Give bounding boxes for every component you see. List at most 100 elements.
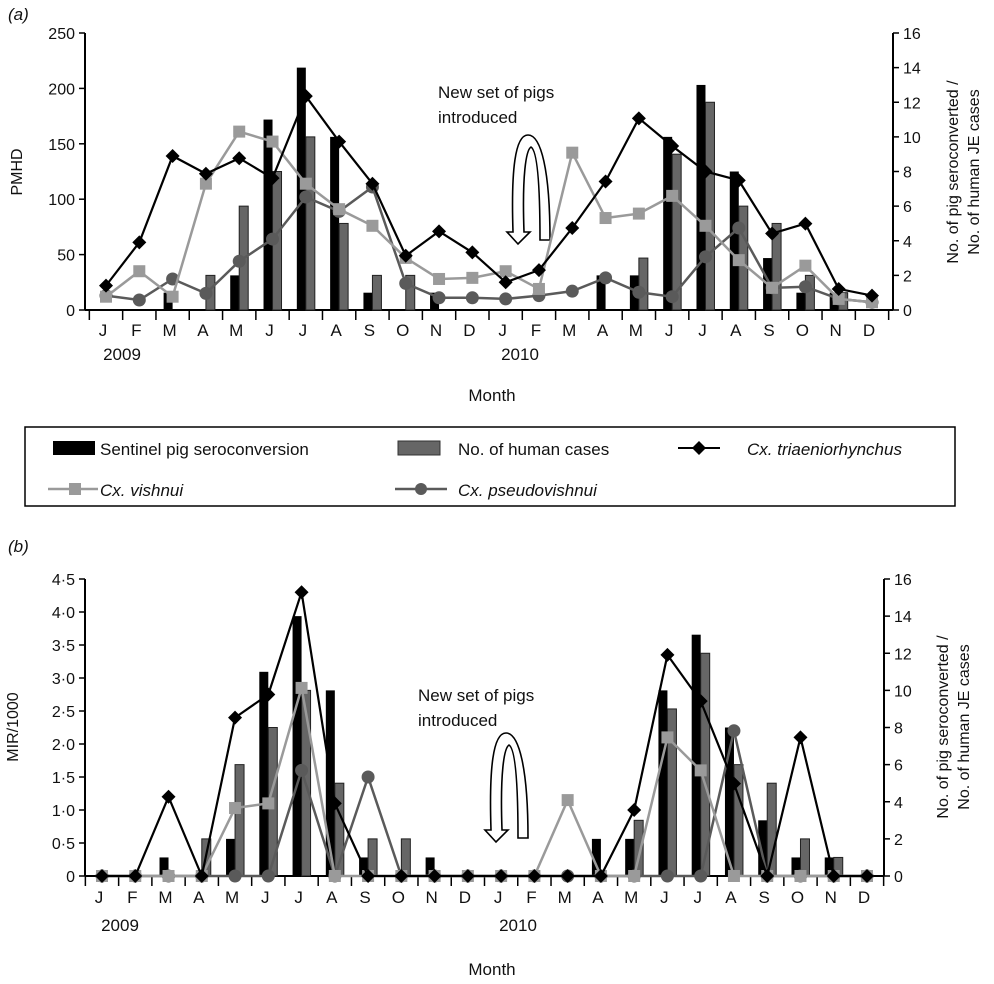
x-tick-label: F xyxy=(526,888,536,907)
x-tick-label: M xyxy=(562,321,576,340)
x-tick-label: J xyxy=(498,321,507,340)
point-diamond xyxy=(460,869,475,883)
point-diamond xyxy=(865,288,879,303)
legend: Sentinel pig seroconversion No. of human… xyxy=(24,426,956,507)
curved-arrow-icon xyxy=(483,732,529,844)
bar-pig-seroconversion xyxy=(425,857,435,876)
x-tick-label: A xyxy=(330,321,342,340)
point-circle xyxy=(727,724,741,738)
x-tick-label: S xyxy=(359,888,370,907)
point-square xyxy=(233,125,246,138)
point-diamond xyxy=(99,278,113,293)
x-tick-label: A xyxy=(592,888,604,907)
point-square xyxy=(229,802,242,815)
legend-label-human: No. of human cases xyxy=(458,440,609,459)
y-tick-label-left: 3·5 xyxy=(52,638,75,655)
bar-pig-seroconversion xyxy=(363,292,373,310)
point-square xyxy=(699,219,712,232)
panel-label: (a) xyxy=(8,5,29,24)
point-square xyxy=(499,265,512,278)
y-tick-label-right: 4 xyxy=(894,795,903,812)
point-square xyxy=(100,290,112,303)
point-square xyxy=(199,177,212,190)
point-circle xyxy=(599,271,613,285)
series-line xyxy=(105,93,873,297)
point-square xyxy=(166,290,179,303)
y-axis-label-right-line2: No. of human JE cases xyxy=(956,644,973,809)
x-tick-label: N xyxy=(430,321,442,340)
point-circle xyxy=(732,221,746,235)
legend-swatch-pig xyxy=(53,441,95,455)
bar-pig-seroconversion xyxy=(259,671,269,876)
x-tick-label: N xyxy=(825,888,837,907)
x-tick-label: J xyxy=(261,888,270,907)
bar-pig-seroconversion xyxy=(758,820,768,876)
legend-marker-circle-icon xyxy=(415,483,427,495)
y-tick-label-left: 100 xyxy=(48,192,75,209)
bar-pig-seroconversion xyxy=(330,136,340,310)
point-diamond xyxy=(498,275,513,290)
x-tick-label: O xyxy=(396,321,409,340)
x-tick-label: A xyxy=(326,888,338,907)
line-series xyxy=(99,180,879,309)
x-tick-label: S xyxy=(759,888,770,907)
point-square xyxy=(632,207,645,220)
y-axis-label-right-line2: No. of human JE cases xyxy=(966,89,983,254)
point-square xyxy=(262,797,275,810)
x-tick-label: S xyxy=(763,321,774,340)
point-circle xyxy=(565,284,579,298)
point-diamond xyxy=(394,869,409,883)
legend-label-vishnui: Cx. vishnui xyxy=(100,481,184,500)
point-circle xyxy=(665,290,679,304)
x-tick-label: F xyxy=(131,321,141,340)
point-square xyxy=(727,870,740,882)
bar-pig-seroconversion xyxy=(591,838,601,876)
bar-pig-seroconversion xyxy=(625,838,635,876)
point-diamond xyxy=(831,281,846,296)
x-tick-label: M xyxy=(158,888,172,907)
curved-arrow-icon xyxy=(505,134,551,246)
point-diamond xyxy=(265,171,280,186)
y-tick-label-left: 4·0 xyxy=(52,605,75,622)
x-tick-label: J xyxy=(665,321,674,340)
panel-a: (a) PMHD No. of pig seroconverted / No. … xyxy=(8,5,983,405)
line-series xyxy=(95,724,874,883)
year-label-2010: 2010 xyxy=(501,345,539,364)
point-diamond xyxy=(432,224,447,239)
x-tick-label: D xyxy=(858,888,870,907)
axes: 0 0·5 1·0 1·5 2·0 2·5 3·0 3·5 4·0 4·5 0 2 4 6 8 10 12 14 1… xyxy=(52,572,912,907)
x-tick-label: D xyxy=(463,321,475,340)
point-square xyxy=(162,870,175,882)
point-circle xyxy=(432,291,446,305)
x-tick-label: J xyxy=(99,321,108,340)
point-diamond xyxy=(593,869,608,883)
point-diamond xyxy=(165,148,180,163)
x-tick-label: J xyxy=(265,321,274,340)
bar-pig-seroconversion xyxy=(663,136,673,310)
point-square xyxy=(299,177,312,190)
bar-pig-seroconversion xyxy=(292,616,302,876)
point-diamond xyxy=(527,869,542,883)
y-tick-label-left: 50 xyxy=(57,248,75,265)
point-circle xyxy=(232,254,246,268)
panel-b: (b) MIR/1000 No. of pig seroconverted / … xyxy=(5,537,973,979)
x-tick-label: J xyxy=(294,888,303,907)
point-square xyxy=(133,265,146,278)
point-square xyxy=(266,135,279,148)
line-series xyxy=(99,89,879,303)
point-square xyxy=(599,212,612,225)
point-diamond xyxy=(361,869,376,883)
x-tick-label: S xyxy=(364,321,375,340)
point-diamond xyxy=(298,89,313,104)
y-axis-label-left: PMHD xyxy=(9,148,26,195)
y-tick-label-left: 250 xyxy=(48,26,75,43)
bar-pig-seroconversion xyxy=(263,119,273,310)
y-tick-label-left: 200 xyxy=(48,81,75,98)
point-square xyxy=(694,764,707,777)
point-diamond xyxy=(531,263,546,278)
x-tick-label: F xyxy=(531,321,541,340)
point-diamond xyxy=(660,647,675,662)
y-tick-label-left: 0 xyxy=(66,303,75,320)
y-tick-label-right: 6 xyxy=(894,758,903,775)
point-diamond xyxy=(294,585,309,600)
